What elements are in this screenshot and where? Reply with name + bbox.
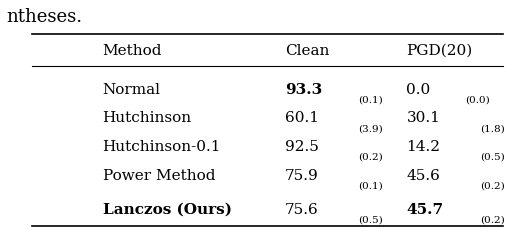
Text: Clean: Clean [285, 43, 329, 58]
Text: (0.5): (0.5) [480, 152, 505, 161]
Text: Normal: Normal [102, 82, 161, 96]
Text: (1.8): (1.8) [480, 124, 505, 133]
Text: 45.6: 45.6 [407, 168, 440, 182]
Text: (0.2): (0.2) [480, 215, 505, 224]
Text: (0.1): (0.1) [358, 95, 383, 104]
Text: Method: Method [102, 43, 162, 58]
Text: (0.2): (0.2) [358, 152, 383, 161]
Text: (0.0): (0.0) [465, 95, 489, 104]
Text: 75.6: 75.6 [285, 202, 318, 216]
Text: 93.3: 93.3 [285, 82, 322, 96]
Text: (0.2): (0.2) [480, 181, 505, 190]
Text: ntheses.: ntheses. [7, 8, 82, 26]
Text: (0.5): (0.5) [358, 215, 383, 224]
Text: 92.5: 92.5 [285, 139, 319, 153]
Text: Hutchinson: Hutchinson [102, 111, 192, 125]
Text: Power Method: Power Method [102, 168, 215, 182]
Text: Hutchinson-0.1: Hutchinson-0.1 [102, 139, 221, 153]
Text: (3.9): (3.9) [358, 124, 383, 133]
Text: 60.1: 60.1 [285, 111, 319, 125]
Text: 14.2: 14.2 [407, 139, 440, 153]
Text: 30.1: 30.1 [407, 111, 440, 125]
Text: 75.9: 75.9 [285, 168, 318, 182]
Text: PGD(20): PGD(20) [407, 43, 473, 58]
Text: 45.7: 45.7 [407, 202, 443, 216]
Text: Lanczos (Ours): Lanczos (Ours) [102, 202, 231, 216]
Text: (0.1): (0.1) [358, 181, 383, 190]
Text: 0.0: 0.0 [407, 82, 431, 96]
